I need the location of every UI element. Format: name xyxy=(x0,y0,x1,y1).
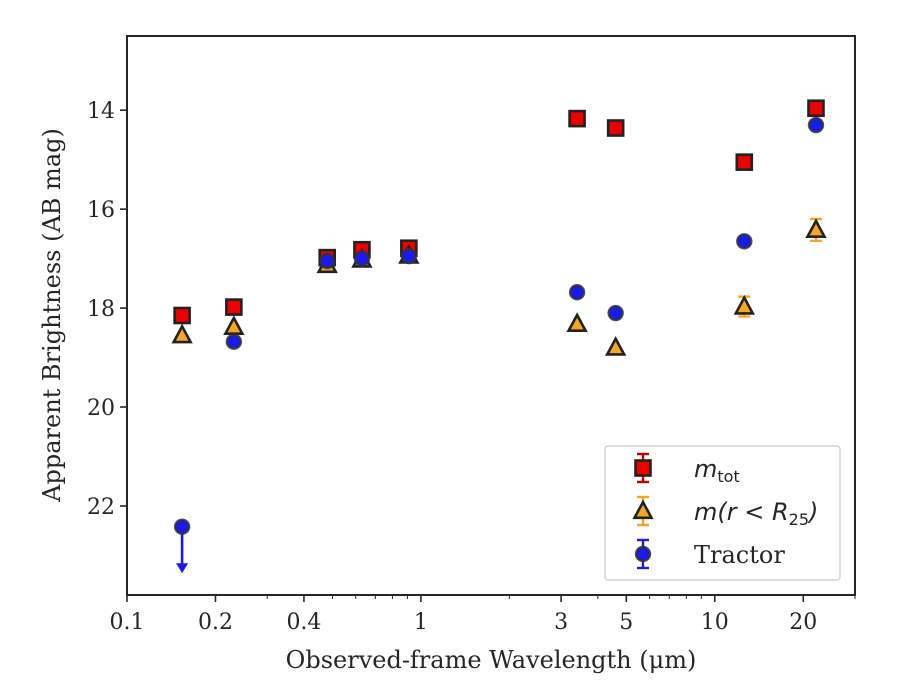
data-point xyxy=(225,298,243,316)
legend-entry: Tractor xyxy=(634,538,785,570)
y-axis-label: Apparent Brightness (AB mag) xyxy=(38,128,66,503)
legend-entry: mtot xyxy=(634,452,740,486)
data-point xyxy=(568,109,586,128)
x-tick-label: 20 xyxy=(789,610,817,635)
upper-limit-arrowhead xyxy=(176,563,189,574)
plot-frame xyxy=(126,35,856,596)
data-point xyxy=(223,315,245,335)
x-tick-label: 0.2 xyxy=(198,610,233,635)
legend-label: mtot xyxy=(694,455,740,486)
x-tick-label: 0.1 xyxy=(110,610,145,635)
data-point xyxy=(807,116,825,134)
data-point xyxy=(606,119,625,137)
series-circle xyxy=(173,116,825,574)
data-point xyxy=(400,247,418,265)
data-point xyxy=(736,233,753,250)
y-tick-label: 14 xyxy=(87,99,115,124)
data-point xyxy=(319,252,336,270)
data-point xyxy=(173,306,191,325)
data-point xyxy=(607,304,624,322)
data-point xyxy=(735,153,754,171)
legend: mtot m(r < R25) Tractor xyxy=(604,445,841,581)
x-axis-label: Observed-frame Wavelength (μm) xyxy=(286,646,697,674)
legend-entry: m(r < R25) xyxy=(632,495,818,529)
x-tick-label: 5 xyxy=(619,610,633,635)
data-point xyxy=(807,99,825,118)
data-point xyxy=(225,333,243,350)
y-tick-label: 18 xyxy=(87,297,115,322)
x-tick-label: 1 xyxy=(414,610,428,635)
x-tick-label: 0.4 xyxy=(286,610,321,635)
x-tick-label: 10 xyxy=(701,610,729,635)
x-tick-label: 3 xyxy=(554,610,568,635)
legend-label: Tractor xyxy=(694,541,785,569)
y-tick-label: 22 xyxy=(87,495,115,520)
data-point xyxy=(568,284,586,301)
series-triangle xyxy=(171,217,827,356)
data-point xyxy=(173,518,191,535)
data-point xyxy=(733,294,755,315)
y-tick-label: 20 xyxy=(87,396,115,421)
legend-label: m(r < R25) xyxy=(694,498,818,529)
data-point xyxy=(353,250,371,267)
legend-marker xyxy=(634,459,652,477)
data-point xyxy=(805,218,827,239)
legend-marker xyxy=(634,545,652,563)
series-square xyxy=(173,99,825,325)
y-tick-label: 16 xyxy=(87,198,115,223)
data-point xyxy=(566,312,588,333)
legend-marker xyxy=(632,499,654,520)
legend-box xyxy=(604,445,841,581)
data-point xyxy=(171,323,193,344)
data-point xyxy=(604,335,627,356)
